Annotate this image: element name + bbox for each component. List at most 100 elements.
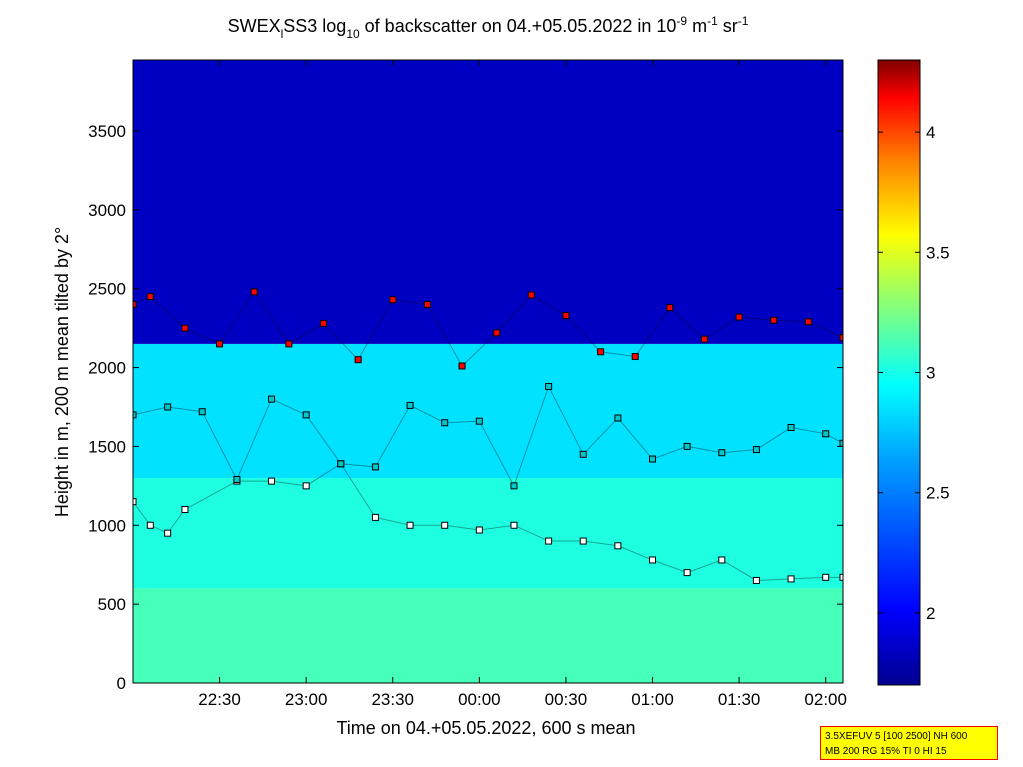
- layer-marker: [510, 521, 518, 529]
- layer-marker: [164, 529, 172, 537]
- layer-marker: [787, 575, 795, 583]
- layer-marker: [631, 353, 639, 361]
- layer-trace-1: [133, 385, 843, 488]
- chart-title: SWEXlSS3 log10 of backscatter on 04.+05.…: [228, 14, 749, 41]
- colorbar-tick-label: 2: [926, 604, 935, 623]
- layer-marker: [614, 414, 622, 422]
- layer-marker: [700, 335, 708, 343]
- layer-marker: [133, 300, 137, 308]
- layer-marker: [406, 401, 414, 409]
- heatmap-layers: [133, 60, 843, 683]
- layer-markers: [133, 288, 843, 584]
- y-tick-label: 2500: [88, 280, 126, 299]
- info-line-1: 3.5XEFUV 5 [100 2500] NH 600: [825, 731, 968, 742]
- x-tick-label: 01:00: [631, 690, 674, 709]
- layer-marker: [822, 430, 830, 438]
- layer-marker: [250, 288, 258, 296]
- layer-marker: [545, 537, 553, 545]
- layer-marker: [216, 340, 224, 348]
- heatmap-band-3: [133, 60, 843, 344]
- layer-marker: [493, 329, 501, 337]
- layer-marker: [614, 542, 622, 550]
- layer-marker: [285, 340, 293, 348]
- layer-marker: [527, 291, 535, 299]
- plot-frame: [132, 59, 844, 684]
- y-tick-label: 1000: [88, 516, 126, 535]
- layer-marker: [146, 521, 154, 529]
- layer-marker: [268, 477, 276, 485]
- layer-marker: [389, 296, 397, 304]
- layer-marker: [839, 573, 843, 581]
- y-tick-label: 0: [117, 674, 126, 693]
- layer-marker: [133, 411, 137, 419]
- layer-marker: [268, 395, 276, 403]
- layer-marker: [839, 334, 843, 342]
- layer-marker: [649, 556, 657, 564]
- layer-marker: [406, 521, 414, 529]
- layer-marker: [822, 573, 830, 581]
- layer-marker: [133, 498, 137, 506]
- x-tick-label: 00:30: [545, 690, 588, 709]
- layer-marker: [371, 513, 379, 521]
- y-axis: 0 500 1000 1500 2000 2500 3000 3500: [88, 122, 843, 693]
- layer-marker: [302, 482, 310, 490]
- layer-marker: [475, 417, 483, 425]
- layer-marker: [770, 316, 778, 324]
- layer-marker: [371, 463, 379, 471]
- y-tick-label: 3500: [88, 122, 126, 141]
- layer-marker: [510, 482, 518, 490]
- layer-marker: [423, 300, 431, 308]
- info-line-2: MB 200 RG 15% TI 0 HI 15: [825, 746, 947, 757]
- colorbar-axis: 2 2.5 3 3.5 4: [878, 123, 950, 623]
- layer-marker: [752, 576, 760, 584]
- layer-marker: [302, 411, 310, 419]
- layer-marker: [562, 312, 570, 320]
- x-tick-label: 00:00: [458, 690, 501, 709]
- layer-marker: [233, 476, 241, 484]
- layer-marker: [164, 403, 172, 411]
- x-tick-label: 23:00: [285, 690, 328, 709]
- layer-trace-2: [133, 290, 843, 367]
- x-tick-label: 02:00: [804, 690, 847, 709]
- layer-marker: [804, 318, 812, 326]
- y-axis-label: Height in m, 200 m mean tilted by 2°: [52, 227, 72, 517]
- layer-marker: [718, 449, 726, 457]
- heatmap-band-1: [133, 477, 843, 589]
- layer-marker: [198, 408, 206, 416]
- layer-marker: [579, 537, 587, 545]
- layer-marker: [649, 455, 657, 463]
- layer-marker: [597, 348, 605, 356]
- y-tick-label: 500: [98, 595, 126, 614]
- layer-marker: [718, 556, 726, 564]
- layer-marker: [458, 362, 466, 370]
- colorbar-tick-label: 2.5: [926, 484, 950, 503]
- x-tick-label: 22:30: [198, 690, 241, 709]
- layer-marker: [735, 313, 743, 321]
- layer-marker: [441, 419, 449, 427]
- colorbar-tick-label: 4: [926, 123, 935, 142]
- y-tick-label: 3000: [88, 201, 126, 220]
- layer-marker: [181, 324, 189, 332]
- layer-marker: [545, 382, 553, 390]
- y-tick-label: 2000: [88, 359, 126, 378]
- x-axis-label: Time on 04.+05.05.2022, 600 s mean: [336, 718, 635, 738]
- colorbar-tick-label: 3: [926, 364, 935, 383]
- layer-marker: [441, 521, 449, 529]
- layer-marker: [666, 304, 674, 312]
- layer-marker: [337, 460, 345, 468]
- layer-marker: [683, 569, 691, 577]
- layer-marker: [181, 506, 189, 514]
- layer-marker: [839, 439, 843, 447]
- layer-marker: [146, 293, 154, 301]
- layer-marker: [683, 442, 691, 450]
- layer-marker: [579, 450, 587, 458]
- heatmap-band-2: [133, 343, 843, 478]
- info-box: 3.5XEFUV 5 [100 2500] NH 600 MB 200 RG 1…: [820, 726, 998, 760]
- y-tick-label: 1500: [88, 437, 126, 456]
- layer-marker: [787, 423, 795, 431]
- heatmap-band-0: [133, 588, 843, 683]
- layer-marker: [319, 319, 327, 327]
- colorbar: [877, 59, 921, 686]
- x-axis: 22:30 23:00 23:30 00:00 00:30 01:00 01:30 02:00: [198, 60, 847, 709]
